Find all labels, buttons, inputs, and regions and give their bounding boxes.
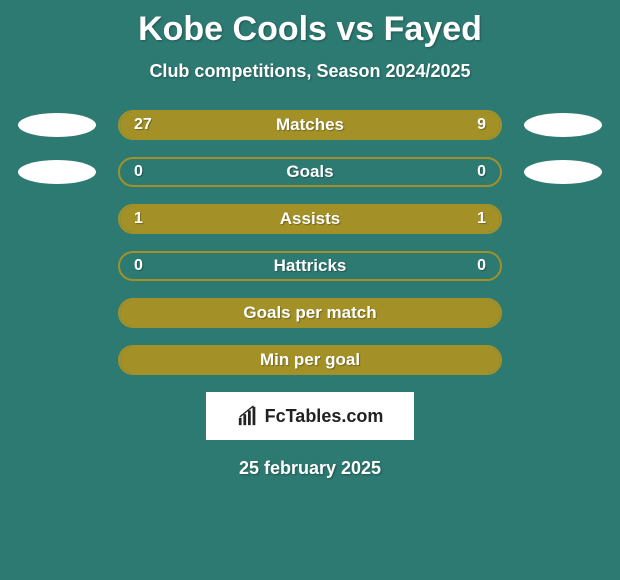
stat-value-left: 0	[134, 163, 143, 181]
stat-value-right: 0	[477, 257, 486, 275]
comparison-title: Kobe Cools vs Fayed	[0, 10, 620, 49]
stat-label: Matches	[276, 115, 344, 135]
bar-fill-left	[120, 112, 405, 138]
stat-label: Goals per match	[243, 303, 376, 323]
logo-text: FcTables.com	[265, 406, 384, 427]
player-left-ellipse	[18, 113, 96, 137]
stat-value-right: 0	[477, 163, 486, 181]
player-left-ellipse	[18, 160, 96, 184]
stat-value-right: 9	[477, 116, 486, 134]
stat-row: 27 Matches 9	[18, 110, 602, 140]
stat-row: Min per goal	[18, 345, 602, 375]
stats-container: 27 Matches 9 0 Goals 0 1 Assists 1 0 Hattricks 0 Goa…	[0, 110, 620, 375]
stat-label: Min per goal	[260, 350, 360, 370]
stat-bar: 0 Goals 0	[118, 157, 502, 187]
stat-row: 1 Assists 1	[18, 204, 602, 234]
stat-row: 0 Goals 0	[18, 157, 602, 187]
logo-box: FcTables.com	[206, 392, 414, 440]
chart-icon	[237, 405, 259, 427]
comparison-subtitle: Club competitions, Season 2024/2025	[0, 61, 620, 82]
stat-row: 0 Hattricks 0	[18, 251, 602, 281]
stat-bar: 0 Hattricks 0	[118, 251, 502, 281]
stat-bar: 1 Assists 1	[118, 204, 502, 234]
player-right-ellipse	[524, 113, 602, 137]
stat-value-right: 1	[477, 210, 486, 228]
stat-bar: Min per goal	[118, 345, 502, 375]
stat-bar: Goals per match	[118, 298, 502, 328]
stat-bar: 27 Matches 9	[118, 110, 502, 140]
date-text: 25 february 2025	[0, 458, 620, 479]
stat-label: Hattricks	[274, 256, 347, 276]
stat-value-left: 0	[134, 257, 143, 275]
stat-value-left: 27	[134, 116, 152, 134]
player-right-ellipse	[524, 160, 602, 184]
stat-label: Goals	[286, 162, 333, 182]
stat-row: Goals per match	[18, 298, 602, 328]
stat-label: Assists	[280, 209, 340, 229]
stat-value-left: 1	[134, 210, 143, 228]
